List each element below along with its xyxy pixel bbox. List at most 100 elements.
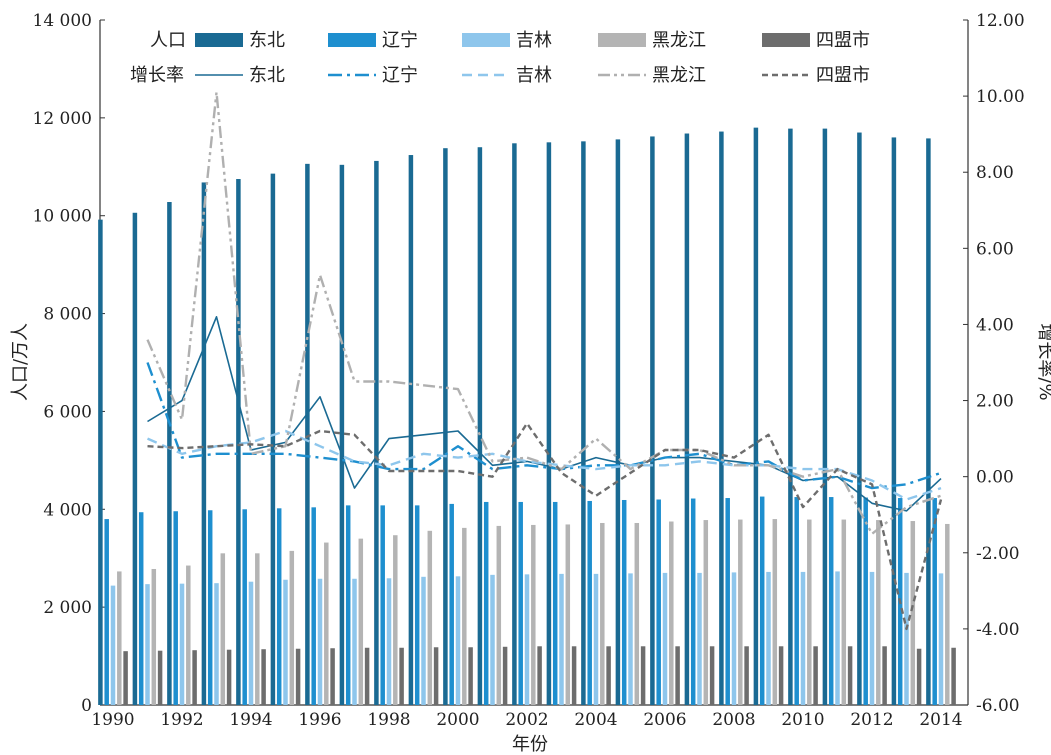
x-tick-label: 2006 [643,710,686,730]
bar-5 [571,646,577,705]
bar-3 [800,571,806,705]
bar-4 [151,568,157,705]
bar-2 [414,505,420,705]
y-tick-label: 6 000 [43,402,92,422]
bar-4 [669,521,674,705]
bar-5 [640,646,646,705]
bar-3 [455,576,461,705]
bar-2 [621,499,627,705]
bar-3 [766,571,771,705]
legend-swatch-bar-5 [762,33,810,47]
bar-3 [179,583,185,705]
bar-2 [242,509,247,705]
bar-4 [427,530,433,705]
bar-4 [358,538,364,705]
bar-5 [778,646,784,705]
x-tick-label: 1998 [367,710,410,730]
y2-tick-label: 6.00 [976,239,1014,259]
bar-3 [283,579,288,705]
bar-2 [759,496,765,705]
bar-3 [662,572,668,705]
x-tick-label: 2008 [712,710,755,730]
bar-1 [236,179,241,706]
bar-1 [132,212,138,705]
y2-tick-label: 0.00 [976,468,1014,488]
bar-2 [518,501,523,705]
bar-2 [380,505,385,705]
bar-2 [276,508,282,705]
bar-1 [926,138,931,705]
bar-3 [386,578,392,705]
bar-3 [317,578,323,705]
bar-4 [738,519,743,705]
bar-1 [98,219,103,705]
bar-1 [650,136,655,705]
bar-1 [512,143,517,706]
bar-4 [703,520,709,705]
bar-5 [537,646,542,705]
bars-layer [98,127,956,706]
x-tick-label: 2014 [919,710,962,730]
legend-group-growth: 增长率 [130,65,184,86]
x-tick-label: 2010 [781,710,824,730]
bar-1 [270,173,276,705]
bar-3 [835,571,840,705]
bar-2 [483,501,489,705]
growth-lines-layer [146,91,943,631]
bar-3 [904,572,909,705]
bar-4 [462,527,467,705]
bar-3 [421,576,426,705]
bar-4 [324,542,329,705]
x-axis-label: 年份 [512,734,548,755]
growth-line-5 [147,422,943,631]
bar-4 [496,525,502,705]
legend-label-line-1: 东北 [249,65,285,86]
bar-5 [364,647,370,705]
y-tick-label: 0 [81,696,92,716]
bar-5 [192,650,197,705]
y-tick-label: 14 000 [33,11,92,31]
bar-2 [794,497,799,705]
bar-3 [110,585,116,705]
bar-2 [690,498,696,705]
legend-label-bar-2: 辽宁 [382,30,418,51]
bar-2 [449,503,454,705]
bar-2 [345,505,351,705]
bar-2 [138,512,144,705]
x-tick-label: 1996 [298,710,341,730]
bar-3 [490,574,495,705]
bar-4 [255,553,260,705]
bar-4 [531,524,536,705]
bar-1 [477,147,483,705]
legend-group-population: 人口 [150,30,186,51]
y-tick-label: 10 000 [33,207,92,227]
bar-3 [248,581,254,705]
bar-3 [145,584,150,705]
bar-1 [788,128,793,705]
bar-3 [697,572,702,705]
bar-2 [725,498,730,705]
bar-4 [910,521,916,705]
legend-label-line-2: 辽宁 [382,65,418,86]
bar-4 [565,524,571,705]
bar-1 [546,142,552,706]
x-tick-label: 1990 [91,710,134,730]
bar-1 [857,132,862,706]
growth-line-3 [147,429,942,501]
bar-5 [468,647,473,705]
bar-2 [311,507,316,705]
bar-3 [214,583,219,705]
bar-4 [600,522,605,705]
bar-2 [173,511,178,705]
y-tick-label: 8 000 [43,305,92,325]
bar-1 [408,155,414,706]
bar-3 [869,571,875,705]
bar-1 [581,141,586,706]
bar-1 [201,182,207,705]
bar-5 [399,647,404,705]
bar-4 [393,535,398,705]
bar-1 [684,133,690,705]
y2-tick-label: 12.00 [976,11,1025,31]
